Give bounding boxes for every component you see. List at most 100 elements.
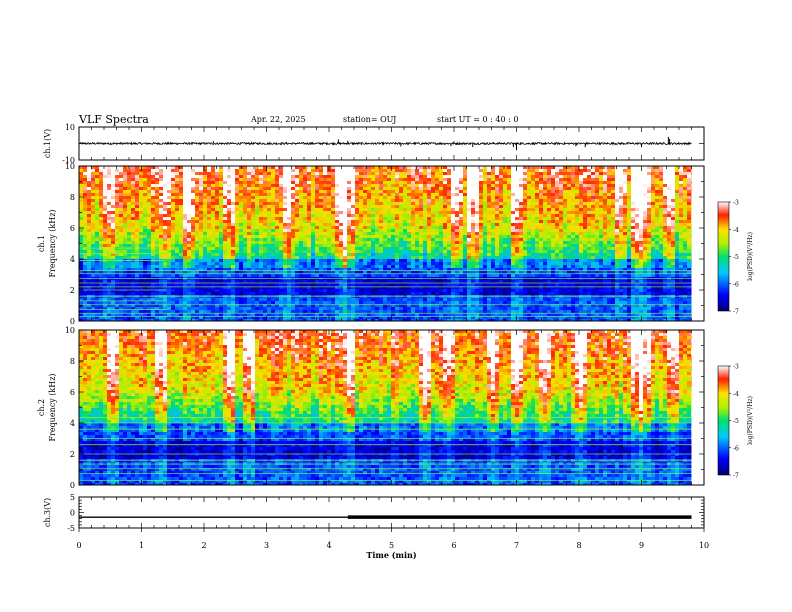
spectrogram-cell [359,238,363,241]
spectrogram-cell [383,316,387,319]
spectrogram-cell [315,289,319,292]
spectrogram-cell [343,274,347,277]
spectrogram-cell [371,223,375,226]
spectrogram-cell [287,286,291,289]
spectrogram-cell [271,286,275,289]
spectrogram-cell [251,298,255,301]
spectrogram-cell [111,175,115,178]
spectrogram-cell [407,253,411,256]
spectrogram-cell [327,280,331,283]
spectrogram-cell [263,181,267,184]
spectrogram-cell [435,286,439,289]
spectrogram-cell [375,265,379,268]
spectrogram-cell [359,202,363,205]
spectrogram-cell [315,310,319,313]
spectrogram-cell [255,301,259,304]
spectrogram-cell [283,298,287,301]
spectrogram-cell [331,253,335,256]
spectrogram-cell [355,238,359,241]
spectrogram-cell [111,220,115,223]
spectrogram-cell [207,304,211,307]
spectrogram-cell [227,175,231,178]
spectrogram-cell [267,319,271,321]
spectrogram-cell [155,304,159,307]
spectrogram-cell [407,304,411,307]
spectrogram-cell [307,289,311,292]
spectrogram-cell [431,292,435,295]
spectrogram-cell [155,265,159,268]
spectrogram-cell [131,172,135,175]
spectrogram-cell [407,205,411,208]
spectrogram-cell [423,316,427,319]
spectrogram-cell [191,193,195,196]
spectrogram-cell [363,190,367,193]
spectrogram-cell [239,172,243,175]
spectrogram-cell [287,238,291,241]
spectrogram-cell [87,187,91,190]
spectrogram-cell [403,280,407,283]
spectrogram-cell [327,265,331,268]
spectrogram-cell [255,244,259,247]
spectrogram-cell [275,286,279,289]
spectrogram-cell [231,265,235,268]
spectrogram-cell [131,271,135,274]
spectrogram-cell [323,307,327,310]
spectrogram-cell [79,313,83,316]
spectrogram-cell [395,307,399,310]
spectrogram-cell [107,283,111,286]
spectrogram-cell [83,280,87,283]
spectrogram-cell [135,196,139,199]
spectrogram-cell [423,208,427,211]
spectrogram-cell [143,262,147,265]
spectrogram-cell [319,238,323,241]
spectrogram-cell [275,217,279,220]
spectrogram-cell [287,253,291,256]
spectrogram-cell [159,184,163,187]
spectrogram-cell [375,283,379,286]
spectrogram-cell [223,190,227,193]
spectrogram-cell [255,253,259,256]
figure-title: VLF Spectra [79,113,149,126]
spectrogram-cell [211,304,215,307]
spectrogram-cell [307,301,311,304]
spectrogram-cell [187,271,191,274]
spectrogram-cell [383,268,387,271]
spectrogram-cell [151,307,155,310]
spectrogram-cell [187,205,191,208]
spectrogram-cell [335,307,339,310]
spectrogram-cell [447,292,451,295]
spectrogram-cell [411,190,415,193]
spectrogram-cell [319,289,323,292]
spectrogram-cell [411,175,415,178]
spectrogram-cell [355,250,359,253]
spectrogram-cell [423,307,427,310]
spectrogram-cell [303,178,307,181]
spectrogram-cell [111,208,115,211]
spectrogram-cell [139,313,143,316]
spectrogram-cell [123,187,127,190]
spectrogram-cell [331,205,335,208]
spectrogram-cell [347,223,351,226]
spectrogram-cell [271,247,275,250]
spectrogram-cell [79,166,83,169]
spectrogram-cell [351,319,355,321]
spectrogram-cell [203,280,207,283]
spectrogram-cell [439,286,443,289]
spectrogram-cell [131,256,135,259]
spectrogram-cell [323,310,327,313]
spectrogram-cell [199,229,203,232]
spectrogram-cell [115,319,119,321]
spectrogram-cell [339,217,343,220]
spectrogram-cell [131,229,135,232]
spectrogram-cell [275,205,279,208]
spectrogram-cell [407,235,411,238]
spectrogram-cell [275,166,279,169]
spectrogram-cell [163,220,167,223]
spectrogram-cell [83,265,87,268]
spectrogram-cell [439,268,443,271]
spectrogram-cell [347,304,351,307]
spectrogram-cell [171,259,175,262]
spectrogram-cell [191,301,195,304]
spectrogram-cell [259,208,263,211]
spectrogram-cell [207,250,211,253]
